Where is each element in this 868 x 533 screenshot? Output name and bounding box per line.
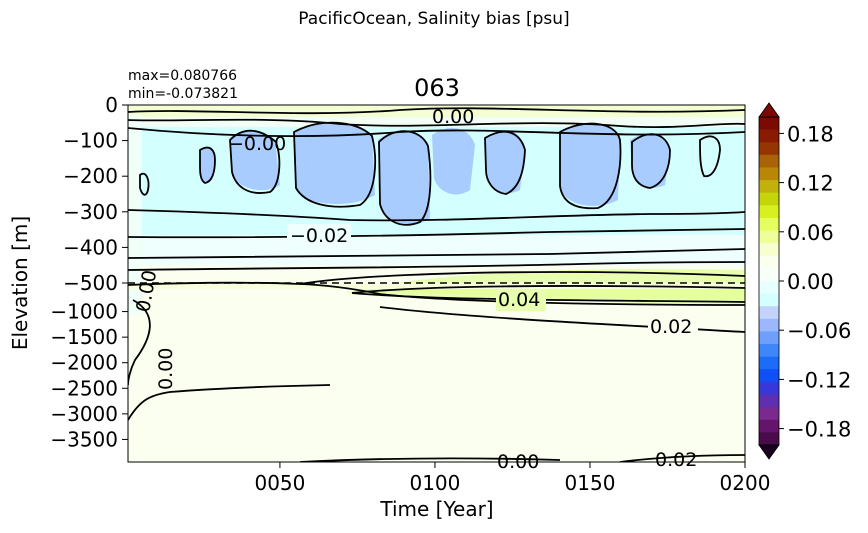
plot-title: 063 — [414, 74, 460, 102]
suptitle: PacificOcean, Salinity bias [psu] — [298, 9, 569, 29]
colorbar-segment — [759, 230, 779, 244]
colorbar-segment — [759, 381, 779, 396]
colorbar-tick-label: −0.06 — [787, 319, 851, 343]
y-axis-label: Elevation [m] — [8, 216, 32, 350]
y-tick-label: −300 — [63, 200, 118, 224]
min-label: min=-0.073821 — [128, 86, 238, 102]
y-tick-label: 0 — [105, 93, 118, 117]
colorbar-segment — [759, 394, 779, 408]
colorbar-ticks: 0.18 0.12 0.06 0.00 −0.06 −0.12 −0.18 — [779, 122, 851, 442]
colorbar-extend-min — [758, 444, 780, 460]
colorbar-segment — [759, 243, 779, 257]
colorbar-segment — [759, 154, 779, 168]
colorbar-tick-label: 0.06 — [787, 221, 834, 245]
y-tick-label: −100 — [63, 129, 118, 153]
colorbar-segment — [759, 180, 779, 194]
colorbar-tick-label: −0.12 — [787, 368, 851, 392]
y-tick-label: −2500 — [50, 376, 118, 400]
x-axis-ticks: 0050 0100 0150 0200 — [254, 462, 770, 495]
y-tick-label: −200 — [63, 164, 118, 188]
colorbar-segment — [759, 117, 779, 131]
contour-label: −0.00 — [228, 133, 286, 155]
x-axis-label: Time [Year] — [379, 497, 493, 521]
colorbar-segment — [759, 293, 779, 307]
colorbar-tick-label: 0.12 — [787, 172, 834, 196]
colorbar-segment — [759, 268, 779, 282]
contour-label: −0.02 — [290, 225, 348, 247]
contour-label: 0.04 — [498, 289, 540, 311]
contour-label: 0.00 — [155, 348, 177, 390]
colorbar-tick-label: 0.00 — [787, 270, 834, 294]
y-tick-label: −3500 — [50, 427, 118, 451]
y-tick-label: −1000 — [50, 300, 118, 324]
colorbar-segment — [759, 129, 779, 143]
x-tick-label: 0100 — [409, 471, 460, 495]
colorbar-segment — [759, 192, 779, 206]
colorbar-segment — [759, 432, 779, 446]
x-tick-label: 0050 — [254, 471, 305, 495]
y-tick-label: −400 — [63, 235, 118, 259]
y-tick-label: −2000 — [50, 351, 118, 375]
colorbar-tick-label: 0.18 — [787, 122, 834, 146]
max-label: max=0.080766 — [128, 68, 237, 84]
colorbar-segment — [759, 205, 779, 219]
colorbar-segment — [759, 306, 779, 320]
contour-label: 0.02 — [650, 316, 692, 338]
colorbar-extend-max — [758, 102, 780, 118]
colorbar — [758, 102, 780, 460]
colorbar-segment — [759, 419, 779, 433]
contour-label: 0.02 — [655, 449, 697, 471]
colorbar-segment — [759, 344, 779, 358]
colorbar-tick-label: −0.18 — [787, 418, 851, 442]
x-tick-label: 0150 — [565, 471, 616, 495]
y-tick-label: −3000 — [50, 402, 118, 426]
colorbar-segment — [759, 356, 779, 370]
colorbar-segment — [759, 331, 779, 345]
colorbar-segment — [759, 167, 779, 181]
colorbar-segment — [759, 407, 779, 421]
y-tick-label: −500 — [63, 271, 118, 295]
x-tick-label: 0200 — [720, 471, 771, 495]
colorbar-segment — [759, 318, 779, 332]
colorbar-segment — [759, 281, 779, 295]
colorbar-segment — [759, 142, 779, 156]
y-axis-ticks: 0 −100 −200 −300 −400 −500 −1000−1500−2000−250… — [50, 93, 128, 451]
contour-label: 0.00 — [432, 106, 474, 128]
contour-labels: −0.02 0.04 0.02 0.00 0.02 0.00 0.00 −0.0… — [132, 106, 698, 473]
colorbar-segment — [759, 217, 779, 232]
colorbar-segment — [759, 255, 779, 269]
colorbar-segment — [759, 369, 779, 383]
y-tick-label: −1500 — [50, 325, 118, 349]
